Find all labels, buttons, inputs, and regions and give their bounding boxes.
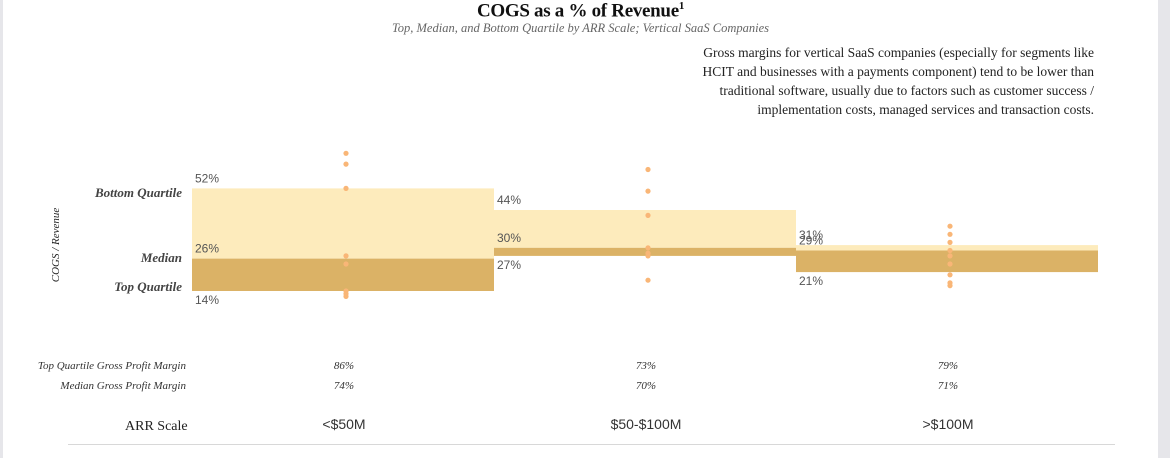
arr-scale-category: >$100M xyxy=(922,416,974,432)
chart-title: COGS as a % of Revenue1 xyxy=(3,0,1158,22)
upper-quartile-band xyxy=(494,210,796,248)
company-data-point xyxy=(947,223,953,229)
company-data-point xyxy=(947,253,953,259)
lower-quartile-band xyxy=(494,247,796,256)
company-data-point xyxy=(645,212,651,218)
divider-line xyxy=(68,444,1115,445)
company-data-point xyxy=(343,185,349,191)
median-label: Median xyxy=(140,250,182,265)
annotation-note: Gross margins for vertical SaaS companie… xyxy=(702,45,1094,117)
company-data-point xyxy=(343,150,349,156)
page: COGS as a % of Revenue1 Top, Median, and… xyxy=(3,0,1158,458)
footnote-marker: 1 xyxy=(678,0,685,12)
top-quartile-gpm-value: 79% xyxy=(937,360,959,372)
lower-quartile-band xyxy=(796,250,1098,273)
median-gpm-value: 74% xyxy=(333,380,355,392)
bottom-quartile-value-label: 31% xyxy=(799,228,823,242)
chart-subtitle: Top, Median, and Bottom Quartile by ARR … xyxy=(391,21,770,35)
chart-title-text: COGS as a % of Revenue xyxy=(476,0,679,22)
median-value-label: 26% xyxy=(195,242,219,256)
arr-scale-category: <$50M xyxy=(322,416,366,432)
bottom-quartile-value-label: 44% xyxy=(497,193,521,207)
median-value-label: 29% xyxy=(799,234,823,248)
top-quartile-value-label: 14% xyxy=(195,293,219,307)
company-data-point xyxy=(947,261,953,267)
bottom-quartile-label: Bottom Quartile xyxy=(94,185,182,200)
company-data-point xyxy=(645,245,651,251)
company-data-point xyxy=(947,283,953,289)
top-quartile-gpm-value: 73% xyxy=(635,360,657,372)
company-data-point xyxy=(947,231,953,237)
top-quartile-value-label: 27% xyxy=(497,258,521,272)
arr-scale-category: $50-$100M xyxy=(610,416,682,432)
company-data-point xyxy=(645,277,651,283)
company-data-point xyxy=(343,161,349,167)
company-data-point xyxy=(645,188,651,194)
cogs-chart: 52% 26% 14% 44% 30% 27% 31%29% 21% xyxy=(192,150,1098,307)
company-data-point xyxy=(947,272,953,278)
top-quartile-label: Top Quartile xyxy=(114,279,182,294)
company-data-point xyxy=(947,247,953,254)
top-quartile-value-label: 21% xyxy=(799,274,823,288)
top-quartile-gpm-value: 86% xyxy=(333,360,355,372)
company-data-point xyxy=(645,166,651,173)
company-data-point xyxy=(947,239,953,245)
company-data-point xyxy=(343,253,349,259)
median-gpm-value: 70% xyxy=(635,380,657,392)
company-data-point xyxy=(343,293,349,299)
upper-quartile-band xyxy=(796,245,1098,251)
company-data-point xyxy=(645,253,651,259)
median-gpm-value: 71% xyxy=(937,380,959,392)
bottom-quartile-value-label: 52% xyxy=(195,171,219,185)
upper-quartile-band xyxy=(192,188,494,259)
median-gpm-label: Median Gross Profit Margin xyxy=(60,380,186,392)
arr-scale-label: ARR Scale xyxy=(125,419,188,434)
top-quartile-gpm-label: Top Quartile Gross Profit Margin xyxy=(37,360,186,372)
company-data-point xyxy=(343,261,349,267)
median-value-label: 30% xyxy=(497,231,521,245)
lower-quartile-band xyxy=(192,258,494,291)
